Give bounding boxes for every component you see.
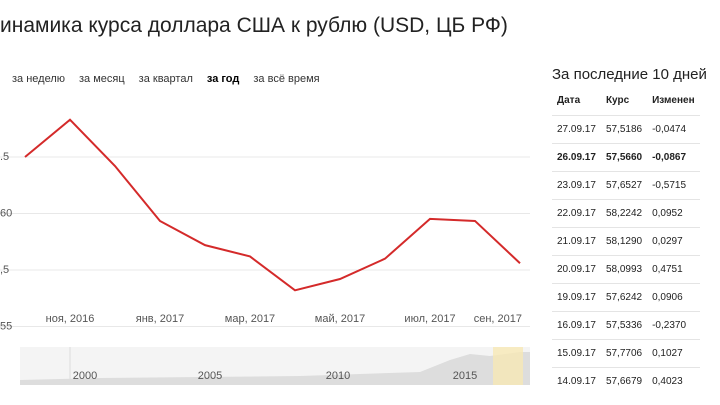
navigator-area — [20, 352, 530, 385]
table-row: 21.09.17 58,1290 0,0297 — [552, 227, 700, 256]
period-tab[interactable]: за неделю — [12, 73, 66, 85]
table-cell: 57,5186 — [600, 115, 648, 144]
column-header: Курс — [605, 95, 630, 106]
table-cell: 0,0297 — [647, 227, 700, 256]
table-cell: -0,2370 — [647, 311, 700, 340]
table-cell: 26.09.17 — [552, 143, 601, 172]
table-row: 27.09.17 57,5186 -0,0474 — [552, 115, 700, 144]
column-header: Изменен — [652, 95, 695, 106]
table-cell: 23.09.17 — [552, 171, 601, 200]
y-tick-label: ,5 — [0, 264, 9, 276]
table-row: 20.09.17 58,0993 0,4751 — [552, 255, 700, 284]
table-cell: 58,2242 — [600, 199, 648, 228]
chart: 55 ,5 60 .5 ноя, 2016 янв, 2017 мар, 2017 май, … — [0, 118, 530, 385]
table-row: 14.09.17 57,6679 0,4023 — [552, 367, 700, 395]
table-cell: 57,6242 — [600, 283, 648, 312]
table-cell: 57,7706 — [600, 339, 648, 368]
table-cell: 57,5336 — [600, 311, 648, 340]
period-tab[interactable]: за год — [206, 73, 240, 85]
data-line — [24, 118, 521, 292]
page-title: инамика курса доллара США к рублю (USD, … — [0, 14, 508, 37]
period-tab[interactable]: за всё время — [253, 73, 320, 85]
period-tab[interactable]: за квартал — [138, 73, 193, 85]
x-tick-label: май, 2017 — [315, 313, 365, 325]
table-cell: 0,0952 — [647, 199, 700, 228]
navigator-year: 2010 — [326, 370, 350, 382]
table-cell: 57,6527 — [600, 171, 648, 200]
table-row: 23.09.17 57,6527 -0,5715 — [552, 171, 700, 200]
recent-rates: За последние 10 дней Дата Курс Изменен 27.0… — [552, 66, 720, 395]
navigator-year: 2005 — [198, 370, 222, 382]
table-cell: 27.09.17 — [552, 115, 601, 144]
table-cell: 58,1290 — [600, 227, 648, 256]
x-tick-label: июл, 2017 — [404, 313, 455, 325]
table-cell: 22.09.17 — [552, 199, 601, 228]
table-row: 15.09.17 57,7706 0,1027 — [552, 339, 700, 368]
table-cell: 19.09.17 — [552, 283, 601, 312]
x-tick-label: мар, 2017 — [225, 313, 275, 325]
table-cell: 0,4023 — [647, 367, 700, 395]
table-cell: -0,0474 — [647, 115, 700, 144]
period-tab[interactable]: за месяц — [79, 73, 125, 85]
table-cell: 14.09.17 — [552, 367, 601, 395]
table-cell: 20.09.17 — [552, 255, 601, 284]
table-row: 19.09.17 57,6242 0,0906 — [552, 283, 700, 312]
table-cell: -0,5715 — [647, 171, 700, 200]
column-header: Дата — [557, 95, 581, 106]
rates-table: Дата Курс Изменен 27.09.17 57,5186 -0,0474 26.… — [552, 95, 700, 395]
table-cell: 21.09.17 — [552, 227, 601, 256]
table-cell: 0,4751 — [647, 255, 700, 284]
table-cell: 0,1027 — [647, 339, 700, 368]
y-tick-label: .5 — [0, 151, 9, 163]
table-row: 26.09.17 57,5660 -0,0867 — [552, 143, 700, 172]
table-cell: 58,0993 — [600, 255, 648, 284]
period-tabs: за неделю за месяц за квартал за год за всё … — [12, 73, 334, 85]
x-tick-label: янв, 2017 — [136, 313, 184, 325]
table-cell: 0,0906 — [647, 283, 700, 312]
table-title: За последние 10 дней — [552, 66, 707, 83]
table-cell: -0,0867 — [647, 143, 700, 172]
navigator-year: 2015 — [453, 370, 477, 382]
x-tick-label: ноя, 2016 — [46, 313, 95, 325]
navigator-year: 2000 — [73, 370, 97, 382]
table-cell: 57,5660 — [600, 143, 648, 172]
y-tick-label: 55 — [0, 320, 12, 332]
y-tick-label: 60 — [0, 207, 12, 219]
table-cell: 15.09.17 — [552, 339, 601, 368]
table-cell: 16.09.17 — [552, 311, 601, 340]
x-tick-label: сен, 2017 — [474, 313, 522, 325]
table-row: 22.09.17 58,2242 0,0952 — [552, 199, 700, 228]
navigator-handle[interactable] — [493, 347, 523, 385]
table-cell: 57,6679 — [600, 367, 648, 395]
table-row: 16.09.17 57,5336 -0,2370 — [552, 311, 700, 340]
